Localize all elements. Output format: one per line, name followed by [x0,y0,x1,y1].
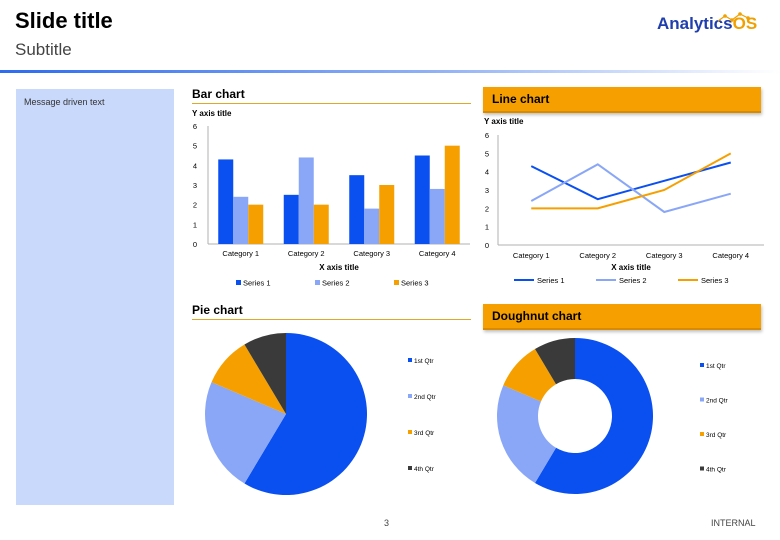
doughnut-chart: 1st Qtr 2nd Qtr 3rd Qtr 4th Qtr [497,338,729,494]
pie-chart-heading: Pie chart [192,303,243,317]
bar-2-4 [429,188,445,244]
line-chart-heading: Line chart [492,92,550,106]
line-legend-label-2: Series 2 [619,276,647,285]
pie-legend-swatch-2 [408,394,412,398]
bar-legend-swatch-1 [236,280,241,285]
bar-2-1 [233,196,249,244]
line-x-axis-title: X axis title [611,263,651,272]
pie-slice-2 [205,382,286,484]
logo-main-text: Analytics [657,14,733,33]
bar-1-2 [283,194,299,244]
line-y-tick-3: 3 [485,186,489,195]
pie-legend-label-3: 3rd Qtr [414,430,435,437]
line-x-tick-4: Category 4 [712,251,749,260]
bar-y-tick-3: 3 [193,181,197,190]
doughnut-legend-label-3: 3rd Qtr [706,432,727,439]
pie-legend-swatch-3 [408,430,412,434]
pie-chart: 1st Qtr 2nd Qtr 3rd Qtr 4th Qtr [205,333,437,495]
line-chart-heading-bar: Line chart [483,87,761,113]
line-y-tick-6: 6 [485,131,489,140]
bar-legend-label-2: Series 2 [322,279,350,288]
bar-3-1 [248,204,264,244]
doughnut-legend-swatch-4 [700,466,704,471]
line-x-tick-1: Category 1 [513,251,550,260]
bar-x-tick-3: Category 3 [353,249,390,258]
line-y-axis-title: Y axis title [484,117,524,126]
bar-legend-swatch-3 [394,280,399,285]
pie-legend-swatch-1 [408,358,412,362]
bar-y-tick-2: 2 [193,201,197,210]
pie-legend-swatch-4 [408,466,412,470]
bar-1-4 [414,155,430,244]
bar-legend-label-3: Series 3 [401,279,429,288]
bar-3-3 [379,185,395,244]
line-y-tick-5: 5 [485,149,489,158]
bar-legend-label-1: Series 1 [243,279,271,288]
doughnut-slice-3 [503,349,557,402]
doughnut-legend-label-1: 1st Qtr [706,363,726,370]
bar-3-4 [444,145,460,244]
doughnut-slice-1 [534,338,653,494]
pie-legend-label-1: 1st Qtr [414,358,434,365]
line-x-tick-3: Category 3 [646,251,683,260]
bar-y-tick-4: 4 [193,161,197,170]
slide-title: Slide title [15,8,113,33]
bar-chart-heading: Bar chart [192,87,245,101]
pie-legend-label-2: 2nd Qtr [414,394,437,401]
bar-y-tick-1: 1 [193,220,197,229]
doughnut-legend-swatch-3 [700,432,704,436]
bar-1-3 [349,175,365,244]
pie-slice-1 [244,333,367,495]
doughnut-legend-swatch-2 [700,397,704,402]
bar-legend-swatch-2 [315,280,320,285]
pie-slice-3 [211,344,286,414]
line-y-tick-2: 2 [485,204,489,213]
doughnut-chart-heading: Doughnut chart [492,309,582,323]
doughnut-legend-label-2: 2nd Qtr [706,398,729,405]
bar-3-2 [313,204,329,244]
bar-x-tick-4: Category 4 [419,249,456,258]
pie-legend-label-4: 4th Qtr [414,466,435,473]
bar-chart-heading-rule [192,103,471,104]
bar-2-2 [298,157,314,244]
line-legend-label-3: Series 3 [701,276,729,285]
message-text: Message driven text [24,97,105,107]
logo-network-icon [717,12,750,22]
analyticsos-logo: AnalyticsOS [657,14,757,34]
header-divider [0,70,780,73]
bar-2-3 [364,208,380,244]
doughnut-slice-4 [534,338,575,385]
bar-y-tick-0: 0 [193,240,197,249]
doughnut-legend-label-4: 4th Qtr [706,467,727,474]
line-y-tick-1: 1 [485,223,489,232]
message-panel: Message driven text [16,89,174,505]
bar-y-tick-5: 5 [193,142,197,151]
classification-label: INTERNAL [711,518,756,528]
page-number: 3 [384,518,390,528]
doughnut-legend-swatch-1 [700,363,704,367]
line-x-tick-2: Category 2 [579,251,616,260]
slide-subtitle: Subtitle [15,40,72,59]
pie-chart-heading-rule [192,319,471,320]
line-series-2 [530,163,732,214]
bar-1-1 [218,159,234,244]
bar-y-axis-title: Y axis title [192,109,232,118]
line-legend-label-1: Series 1 [537,276,565,285]
line-chart: Y axis title 0 1 2 3 4 5 6 Category 1 Category 2 C… [484,117,764,285]
bar-x-tick-2: Category 2 [288,249,325,258]
bar-y-tick-6: 6 [193,122,197,131]
line-y-tick-4: 4 [485,168,489,177]
line-series-1 [530,161,732,201]
line-series-3 [531,152,732,210]
line-y-tick-0: 0 [485,241,489,250]
doughnut-chart-heading-bar: Doughnut chart [483,304,761,330]
bar-chart: Y axis title 0 1 2 3 4 5 6 Category 1 Category 2 C… [192,109,470,288]
bar-x-axis-title: X axis title [319,263,359,272]
bar-x-tick-1: Category 1 [222,249,259,258]
doughnut-slice-2 [497,385,557,483]
pie-slice-4 [244,333,286,414]
logo-accent-text: OS [732,14,758,33]
